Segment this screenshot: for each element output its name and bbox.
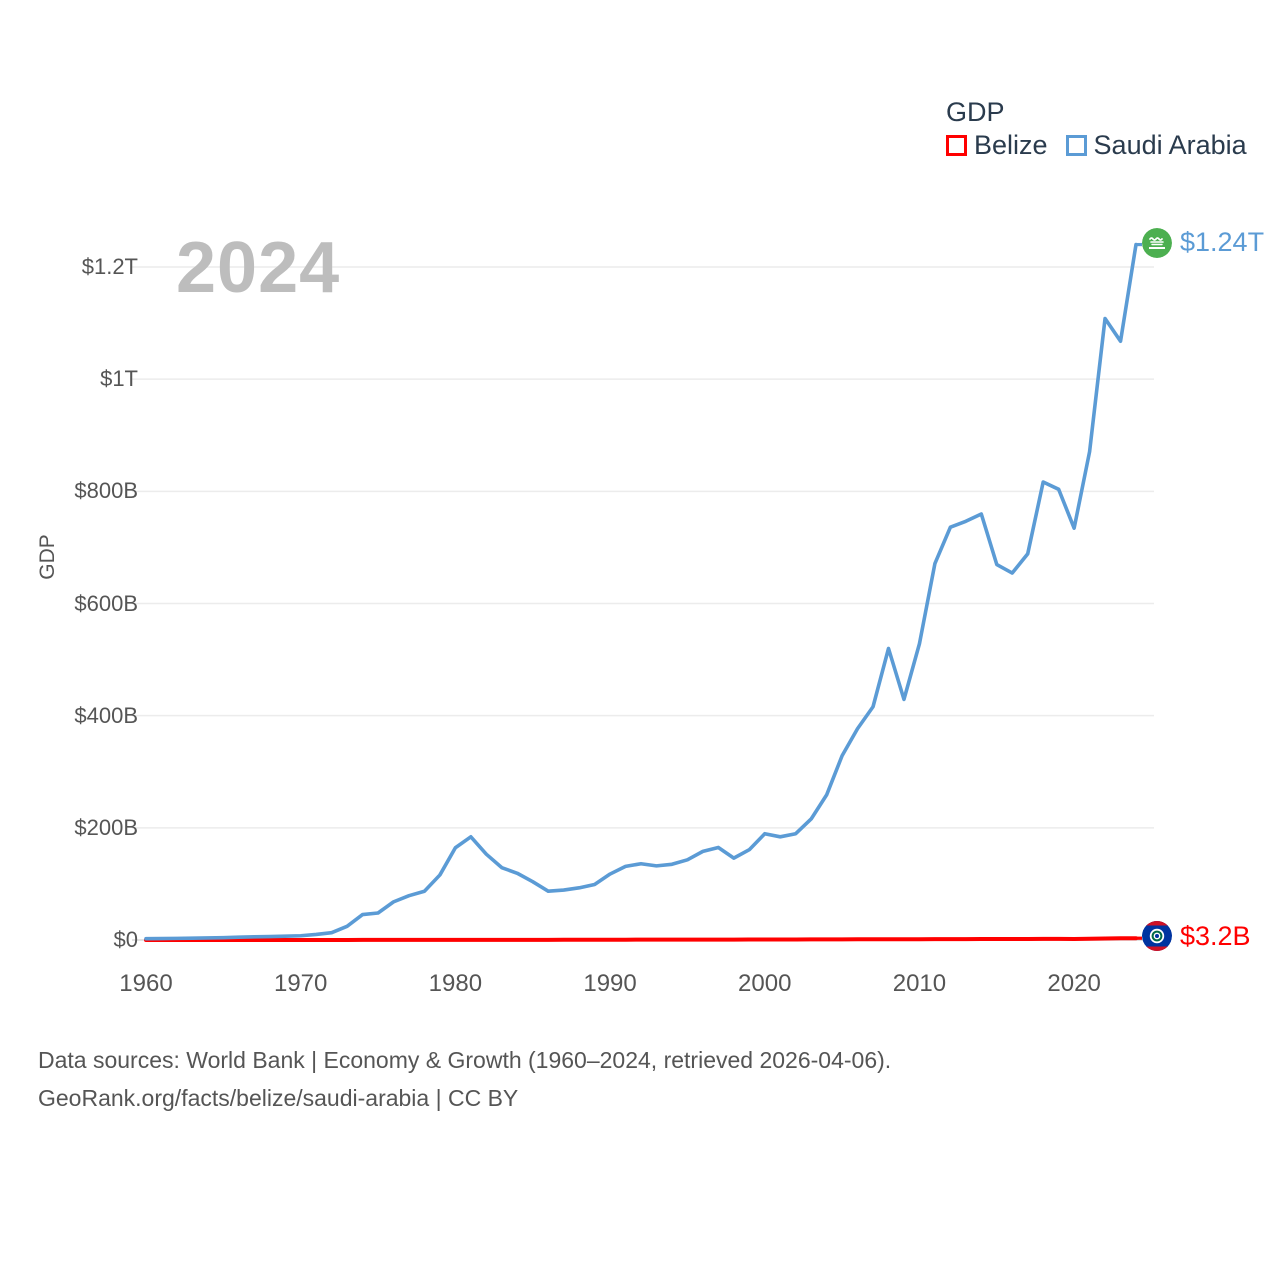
legend-label-belize: Belize	[974, 130, 1048, 161]
end-label-saudi-arabia: $1.24T	[1142, 227, 1265, 258]
y-tick-label: $400B	[74, 702, 138, 728]
x-tick-label: 2010	[892, 970, 947, 997]
y-tick-label: $200B	[74, 814, 138, 840]
legend-label-saudi-arabia: Saudi Arabia	[1093, 130, 1247, 161]
belize-flag-icon	[1142, 921, 1172, 952]
x-tick-label: 1960	[119, 970, 173, 997]
y-tick-label: $0	[113, 927, 138, 952]
legend-item-belize[interactable]: Belize	[946, 132, 1048, 159]
legend-swatch-belize	[946, 135, 967, 157]
end-label-belize: $3.2B	[1142, 920, 1251, 952]
x-tick-label: 2020	[1047, 970, 1101, 997]
legend-item-saudi-arabia[interactable]: Saudi Arabia	[1065, 130, 1247, 161]
y-axis-ticks: $0 $200B $400B $600B $800B $1T $1.2T	[28, 0, 138, 1280]
legend-swatch-saudi-arabia	[1065, 135, 1087, 157]
x-tick-label: 1980	[428, 970, 483, 997]
x-tick-label: 1990	[583, 970, 637, 997]
y-tick-label: $800B	[74, 478, 138, 504]
series-line-saudi-arabia	[144, 242, 1138, 941]
footer: Data sources: World Bank | Economy & Gro…	[38, 1042, 1238, 1118]
legend-items: Belize Saudi Arabia	[946, 132, 1266, 159]
y-tick-label: $1.2T	[81, 254, 138, 279]
series-line-belize	[144, 936, 1138, 942]
x-tick-label: 2000	[738, 970, 792, 997]
x-tick-label: 1970	[273, 970, 328, 997]
y-tick-label: $600B	[74, 590, 138, 616]
footer-line-1: Data sources: World Bank | Economy & Gro…	[38, 1047, 892, 1073]
watermark-year: 2024	[176, 228, 341, 308]
legend: GDP Belize Saudi Arabia	[946, 98, 1266, 159]
footer-line-2: GeoRank.org/facts/belize/saudi-arabia | …	[38, 1084, 519, 1111]
y-tick-label: $1T	[100, 366, 138, 392]
end-label-value-saudi-arabia: $1.24T	[1180, 227, 1265, 258]
end-label-value-belize: $3.2B	[1180, 920, 1251, 951]
saudi-arabia-flag-icon	[1142, 227, 1172, 258]
legend-title: GDP	[946, 97, 1005, 127]
